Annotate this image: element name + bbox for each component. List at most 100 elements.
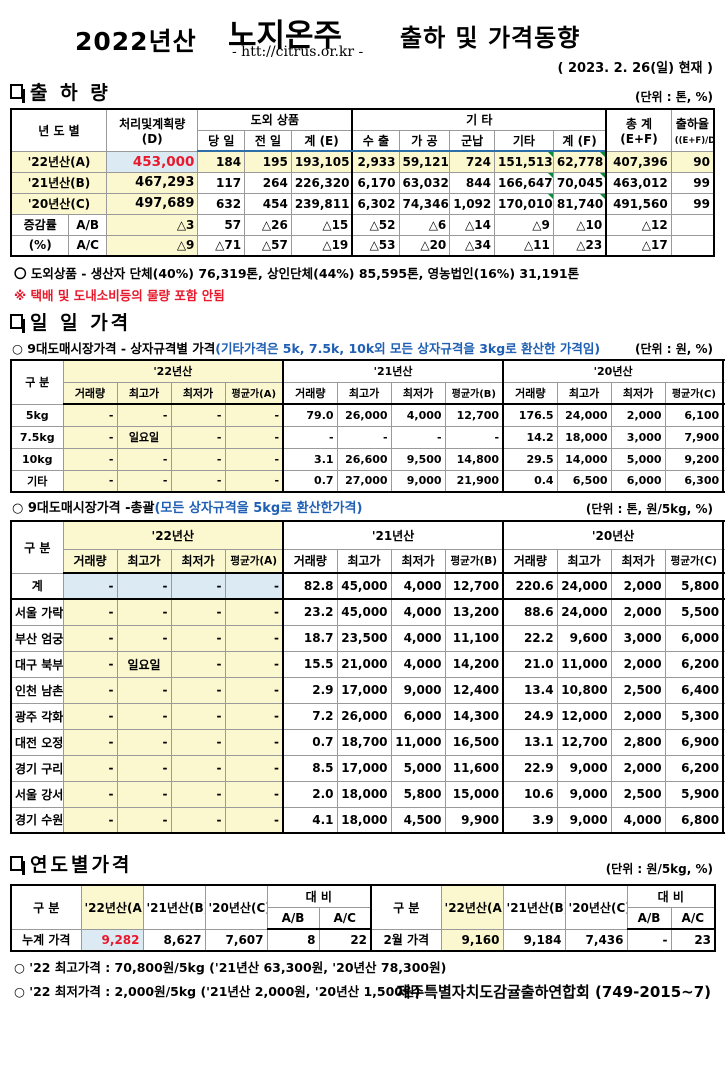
market-header-row-1: 구 분 '22년산 '21년산 '20년산 가격대비 bbox=[10, 520, 725, 574]
cell-ab: - bbox=[722, 572, 725, 600]
table-row: 계 - - - -82.8 45,000 4,000 12,700 220.6 24,000 2,0… bbox=[10, 572, 725, 600]
cell-y20-0: 10.6 bbox=[502, 780, 558, 808]
cell-y22-3: - bbox=[224, 728, 285, 756]
cell-y21-0: 7.2 bbox=[282, 702, 338, 730]
cell-y20-2: 3,000 bbox=[610, 624, 666, 652]
cell-y22-3: - bbox=[224, 780, 285, 808]
growth-label: 증감률 bbox=[10, 213, 70, 236]
cell-yesterday: 264 bbox=[244, 171, 292, 194]
cell-y22-2: - bbox=[170, 469, 226, 493]
cell-y22-0: - bbox=[62, 702, 118, 730]
th-low: 최저가 bbox=[390, 548, 446, 574]
cell-y21-1: 26,000 bbox=[336, 702, 392, 730]
cell-y22-left: 9,282 bbox=[80, 928, 144, 952]
cell-y20-3: 6,200 bbox=[664, 650, 725, 678]
cell-y21-0: 2.0 bbox=[282, 780, 338, 808]
cell-y21-3: 12,700 bbox=[444, 572, 505, 600]
th-total-sub: (E+F) bbox=[620, 131, 658, 146]
cell-military: △14 bbox=[449, 213, 495, 236]
cell-y20-3: 5,500 bbox=[664, 598, 725, 626]
cell-y20-0: 0.4 bbox=[502, 469, 558, 493]
cell-y20-1: 12,000 bbox=[556, 702, 612, 730]
section2-subtitle-b: ○ 9대도매시장가격 -총괄(모든 상자규격을 5kg로 환산한가격) bbox=[12, 497, 725, 516]
cell-y22-1: 일요일 bbox=[116, 650, 172, 678]
cell-total: △12 bbox=[605, 213, 672, 236]
cell-y22-2: - bbox=[170, 403, 226, 427]
th-y20: '20년산 bbox=[502, 359, 725, 383]
shipment-header-row-1: 년 도 별 처리및계획량 (D) 도외 상품 기 타 총 계 (E+F) 출하율… bbox=[9, 108, 715, 152]
cell-y21-0: 18.7 bbox=[282, 624, 338, 652]
cell-y22-3: - bbox=[224, 650, 285, 678]
row-label: 5kg bbox=[10, 403, 64, 427]
cell-today: △71 bbox=[197, 234, 246, 257]
row-label: 10kg bbox=[10, 447, 64, 471]
cell-y20-1: 6,500 bbox=[556, 469, 612, 493]
section2-unit-b: (단위 : 톤, 원/5kg, %) bbox=[585, 502, 713, 516]
th-division: 구 분 bbox=[10, 359, 64, 405]
growth-key: A/C bbox=[68, 234, 107, 257]
cell-y21-1: 27,000 bbox=[336, 469, 392, 493]
cell-y20-3: 5,900 bbox=[664, 780, 725, 808]
cell-ab: - bbox=[722, 469, 725, 493]
th-low: 최저가 bbox=[610, 381, 666, 405]
cell-y22-0: - bbox=[62, 754, 118, 782]
cell-y21-2: 9,000 bbox=[390, 469, 446, 493]
row-label: '22년산(A) bbox=[9, 150, 107, 173]
section2-subtitle-b-row: ○ 9대도매시장가격 -총괄(모든 상자규격을 5kg로 환산한가격) (단위 … bbox=[0, 497, 725, 517]
cell-y22-1: - bbox=[116, 806, 172, 834]
th-compare-left: 대 비 bbox=[266, 884, 373, 908]
table-row: 대전 오정 - - - -0.7 18,700 11,000 16,500 13.1 12,700… bbox=[10, 728, 725, 756]
cell-y20-2: 2,800 bbox=[610, 728, 666, 756]
cell-y21-3: 11,600 bbox=[444, 754, 505, 782]
cell-etc: 166,647 bbox=[493, 171, 554, 194]
th-volume: 거래량 bbox=[502, 548, 558, 574]
cell-yesterday: △26 bbox=[244, 213, 292, 236]
cell-y20-right: 7,436 bbox=[564, 928, 628, 952]
cell-y21-2: 4,000 bbox=[390, 624, 446, 652]
cell-y22-1: - bbox=[116, 728, 172, 756]
cell-y22-0: - bbox=[62, 806, 118, 834]
cell-y22-2: - bbox=[170, 624, 226, 652]
box-header-row-2: 거래량 최고가 최저가 평균가(A) 거래량 최고가 최저가 평균가(B) 거래… bbox=[11, 381, 725, 405]
cell-y22-0: - bbox=[62, 650, 118, 678]
cell-ac-left: 22 bbox=[318, 928, 373, 952]
cell-total: 407,396 bbox=[605, 150, 672, 173]
title-main: 노지온주 bbox=[228, 18, 343, 54]
cell-y20-3: 5,800 bbox=[664, 572, 725, 600]
cell-sum-f: 81,740 bbox=[552, 192, 607, 215]
cell-export: △52 bbox=[351, 213, 400, 236]
growth-pct-label: (%) bbox=[10, 234, 70, 257]
row-label: 서울 가락 bbox=[10, 598, 64, 626]
cell-y20-1: 14,000 bbox=[556, 447, 612, 471]
title-year: 2022년산 bbox=[75, 27, 197, 56]
cell-ab-left: 8 bbox=[266, 928, 320, 952]
cell-today: 184 bbox=[197, 150, 246, 173]
cell-y21-3: 14,800 bbox=[444, 447, 505, 471]
cell-y22-0: - bbox=[62, 469, 118, 493]
cell-y20-1: 9,000 bbox=[556, 780, 612, 808]
cell-sum-e: 226,320 bbox=[290, 171, 353, 194]
cell-y20-3: 6,900 bbox=[664, 728, 725, 756]
cell-yesterday: 195 bbox=[244, 150, 292, 173]
cell-y20-2: 5,000 bbox=[610, 447, 666, 471]
row-label: 광주 각화 bbox=[10, 702, 64, 730]
row-label: 대전 오정 bbox=[10, 728, 64, 756]
cell-y22-3: - bbox=[224, 676, 285, 704]
cell-y20-0: 29.5 bbox=[502, 447, 558, 471]
yearly-header-row-2: A/B A/C A/B A/C bbox=[11, 906, 717, 930]
cell-y21-3: 15,000 bbox=[444, 780, 505, 808]
th-low: 최저가 bbox=[170, 381, 226, 405]
box-size-rows: 5kg - - - -79.0 26,000 4,000 12,700 176.5 24,000 2… bbox=[10, 403, 725, 493]
th-sum-f: 계 (F) bbox=[552, 129, 607, 152]
th-high: 최고가 bbox=[116, 381, 172, 405]
cell-today: 117 bbox=[197, 171, 246, 194]
cell-y20-2: 2,000 bbox=[610, 702, 666, 730]
cell-y22-2: - bbox=[170, 572, 226, 600]
cell-y22-0: - bbox=[62, 676, 118, 704]
cell-y20-3: 6,300 bbox=[664, 469, 725, 493]
cell-y21-1: 26,000 bbox=[336, 403, 392, 427]
cell-export: 6,170 bbox=[351, 171, 400, 194]
th-avg-c: 평균가(C) bbox=[664, 548, 725, 574]
th-high: 최고가 bbox=[336, 381, 392, 405]
table-row: 기타 - - - -0.7 27,000 9,000 21,900 0.4 6,500 6,000 6… bbox=[10, 469, 725, 493]
